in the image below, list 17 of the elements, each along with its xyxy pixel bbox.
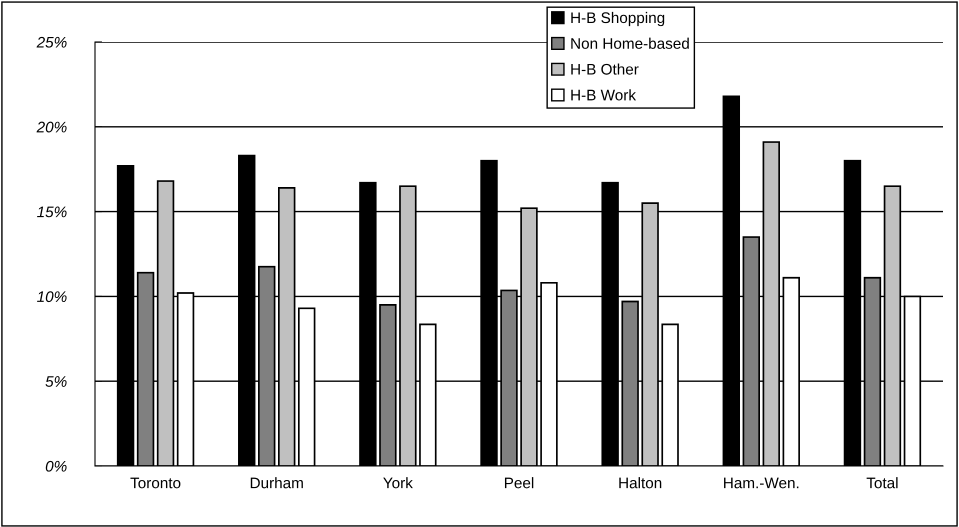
legend-label: H-B Shopping xyxy=(571,12,664,26)
legend-label: H-B Work xyxy=(571,89,636,100)
y-tick-label: 15% xyxy=(37,206,67,218)
y-tick-label: 10% xyxy=(37,291,67,302)
x-tick-label: Toronto xyxy=(130,478,180,488)
legend-label: H-B Other xyxy=(571,63,639,75)
x-tick-label: Durham xyxy=(250,477,303,488)
y-tick-label: 20% xyxy=(36,122,67,132)
x-tick-label: Halton xyxy=(619,477,662,488)
y-tick-label: 0% xyxy=(46,460,67,472)
x-tick-label: Total xyxy=(866,477,898,488)
x-tick-label: Ham.-Wen. xyxy=(724,478,798,488)
y-tick-label: 25% xyxy=(36,36,67,48)
y-tick-label: 5% xyxy=(45,376,67,387)
x-tick-label: York xyxy=(383,477,413,488)
legend-label: Non Home-based xyxy=(571,38,689,49)
x-tick-label: Peel xyxy=(504,477,534,488)
